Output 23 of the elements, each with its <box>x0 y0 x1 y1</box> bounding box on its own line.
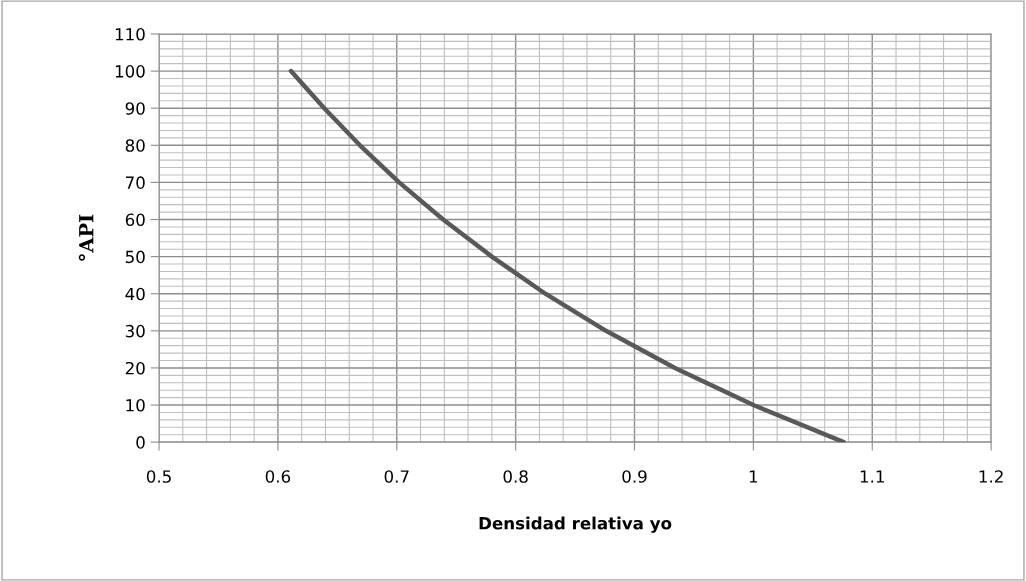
x-tick-label: 0.5 <box>146 470 171 483</box>
x-tick-label: 1.1 <box>860 470 884 483</box>
x-axis-title: Densidad relativa yo <box>479 516 672 533</box>
y-tick-label: 0 <box>136 436 145 449</box>
x-tick-label: 1 <box>749 470 758 483</box>
y-tick-label: 80 <box>125 139 145 152</box>
line-series <box>288 68 846 443</box>
y-tick-label: 30 <box>125 324 145 338</box>
y-tick-label: 50 <box>125 250 145 264</box>
y-tick-label: 20 <box>125 361 145 375</box>
x-tick-label: 0.8 <box>503 470 528 483</box>
x-tick-label: 0.9 <box>622 470 647 483</box>
y-tick-label: 60 <box>125 213 145 227</box>
x-tick-label: 1.2 <box>979 470 1003 483</box>
y-tick-label: 100 <box>115 65 145 78</box>
y-tick-label: 90 <box>125 102 145 115</box>
y-tick-label: 10 <box>126 399 145 412</box>
x-tick-label: 0.6 <box>265 470 291 483</box>
y-axis-title: °API <box>78 214 94 261</box>
y-tick-label: 110 <box>115 27 145 41</box>
x-tick-label: 0.7 <box>384 470 409 483</box>
y-tick-label: 70 <box>125 176 145 189</box>
y-tick-label: 40 <box>125 287 145 301</box>
